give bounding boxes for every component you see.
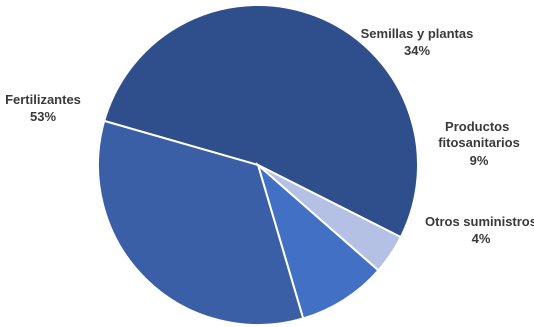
slice-value-semillas-y-plantas: 34% [404, 43, 430, 58]
slice-label-fertilizantes: Fertilizantes [5, 92, 81, 107]
pie-slice-semillas-y-plantas [97, 119, 305, 326]
slice-label-otros-suministros: Otros suministros [425, 214, 534, 229]
slice-label-semillas-y-plantas: Semillas y plantas [361, 26, 474, 41]
slice-value-otros-suministros: 4% [472, 231, 491, 246]
pie-slice-productos-fitosanitarios [256, 161, 380, 320]
slice-value-fertilizantes: 53% [30, 109, 56, 124]
slice-label-productos-fitosanitarios: Productos fitosanitarios [438, 119, 520, 150]
slice-value-productos-fitosanitarios: 9% [470, 153, 489, 168]
pie-slices [97, 3, 420, 326]
pie-slice-fertilizantes [102, 3, 420, 239]
